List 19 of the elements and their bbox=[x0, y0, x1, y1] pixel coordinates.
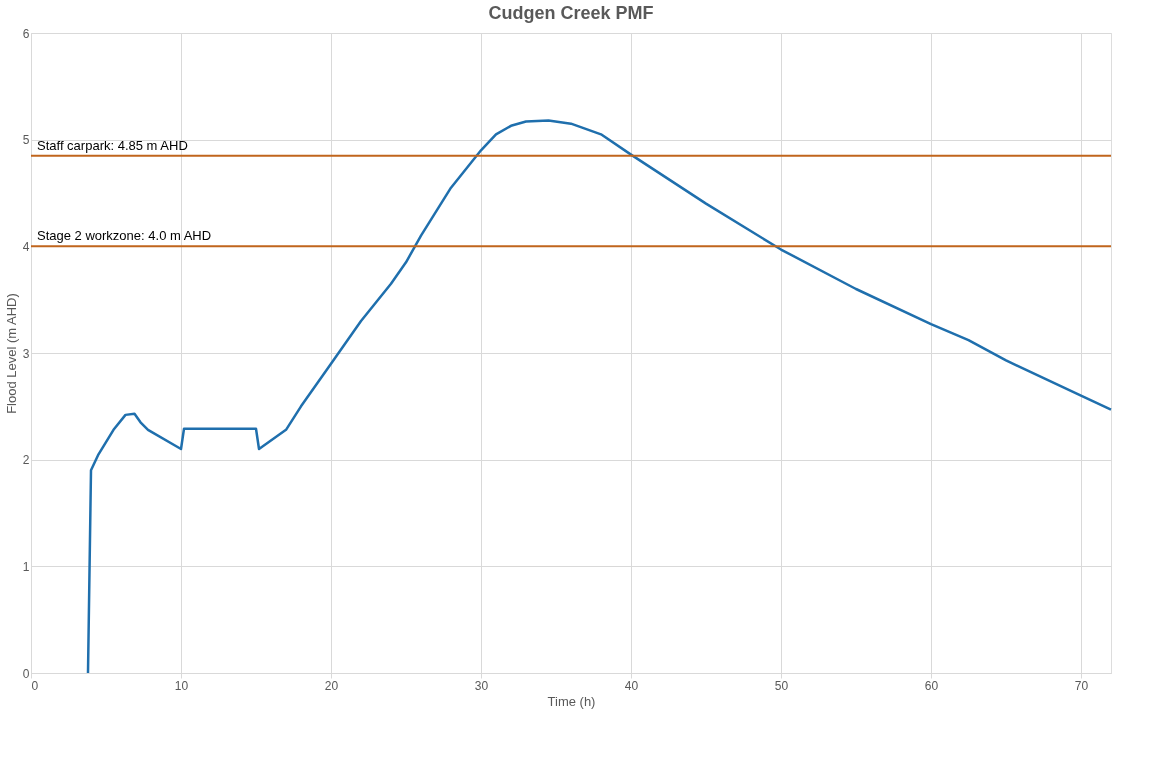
y-tick-label: 2 bbox=[22, 453, 30, 468]
y-tick-label: 4 bbox=[22, 239, 30, 254]
y-tick-label: 3 bbox=[22, 346, 30, 361]
x-tick-label: 60 bbox=[924, 678, 939, 693]
y-tick-label: 0 bbox=[22, 666, 30, 681]
ref-line-label: Stage 2 workzone: 4.0 m AHD bbox=[37, 228, 212, 244]
chart-title: Cudgen Creek PMF bbox=[488, 3, 654, 23]
y-axis-title: Flood Level (m AHD) bbox=[3, 293, 19, 414]
x-tick-label: 50 bbox=[774, 678, 789, 693]
x-tick-label: 70 bbox=[1074, 678, 1089, 693]
y-tick-label: 1 bbox=[22, 559, 30, 574]
y-tick-label: 6 bbox=[22, 26, 30, 41]
x-tick-label: 20 bbox=[324, 678, 339, 693]
ref-line-label: Staff carpark: 4.85 m AHD bbox=[37, 137, 188, 153]
x-axis-title: Time (h) bbox=[547, 693, 596, 709]
y-tick-label: 5 bbox=[22, 133, 30, 148]
x-tick-label: 30 bbox=[474, 678, 489, 693]
x-tick-label: 40 bbox=[624, 678, 639, 693]
x-tick-label: 10 bbox=[174, 678, 189, 693]
